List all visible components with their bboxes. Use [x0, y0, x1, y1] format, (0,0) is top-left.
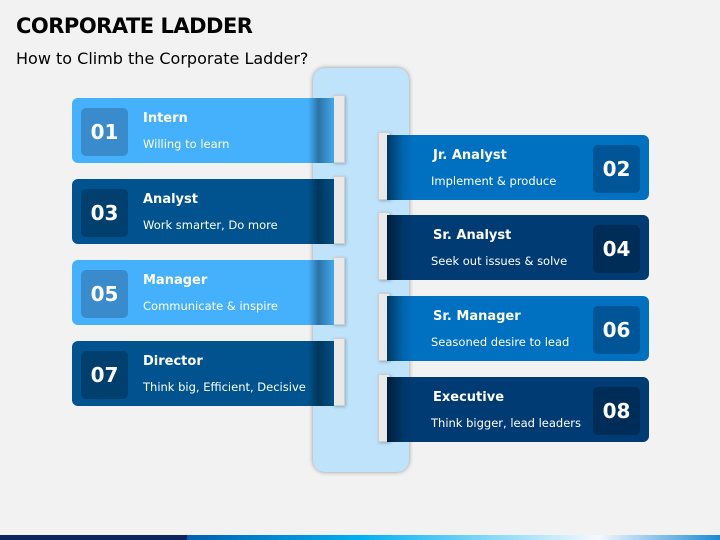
step-description: Seek out issues & solve	[431, 254, 568, 268]
step-number: 03	[81, 189, 128, 237]
ladder-step-04: 04 Sr. Analyst Seek out issues & solve	[387, 215, 649, 280]
fold-shadow	[308, 179, 334, 244]
step-number: 04	[593, 225, 640, 273]
ladder-rung-tab	[333, 95, 345, 163]
page-subtitle: How to Climb the Corporate Ladder?	[16, 49, 309, 68]
step-title: Intern	[143, 111, 188, 126]
step-title: Sr. Analyst	[433, 228, 512, 243]
ladder-step-07: 07 Director Think big, Efficient, Decisi…	[72, 341, 334, 406]
step-title: Analyst	[143, 192, 198, 207]
step-number: 08	[593, 387, 640, 435]
step-title: Jr. Analyst	[433, 148, 507, 163]
step-number: 01	[81, 108, 128, 156]
step-description: Communicate & inspire	[143, 299, 278, 313]
step-title: Director	[143, 354, 203, 369]
page-title: CORPORATE LADDER	[16, 14, 253, 38]
step-number: 05	[81, 270, 128, 318]
fold-shadow	[308, 260, 334, 325]
step-description: Seasoned desire to lead	[431, 335, 570, 349]
step-description: Think big, Efficient, Decisive	[143, 380, 306, 394]
step-description: Implement & produce	[431, 174, 557, 188]
ladder-step-06: 06 Sr. Manager Seasoned desire to lead	[387, 296, 649, 361]
step-title: Manager	[143, 273, 208, 288]
step-number: 02	[593, 145, 640, 193]
fold-shadow	[308, 98, 334, 163]
ladder-rung-tab	[333, 257, 345, 325]
ladder-step-08: 08 Executive Think bigger, lead leaders	[387, 377, 649, 442]
fold-shadow	[387, 135, 413, 200]
step-title: Executive	[433, 390, 505, 405]
fold-shadow	[387, 377, 413, 442]
ladder-rung-tab	[333, 338, 345, 406]
step-description: Willing to learn	[143, 137, 230, 151]
ladder-step-05: 05 Manager Communicate & inspire	[72, 260, 334, 325]
step-description: Work smarter, Do more	[143, 218, 278, 232]
ladder-step-02: 02 Jr. Analyst Implement & produce	[387, 135, 649, 200]
fold-shadow	[308, 341, 334, 406]
step-number: 06	[593, 306, 640, 354]
step-number: 07	[81, 351, 128, 399]
ladder-step-01: 01 Intern Willing to learn	[72, 98, 334, 163]
ladder-step-03: 03 Analyst Work smarter, Do more	[72, 179, 334, 244]
step-description: Think bigger, lead leaders	[431, 416, 582, 430]
fold-shadow	[387, 296, 413, 361]
step-title: Sr. Manager	[433, 309, 521, 324]
footer-gradient-bar	[0, 535, 720, 540]
ladder-rung-tab	[333, 176, 345, 244]
fold-shadow	[387, 215, 413, 280]
